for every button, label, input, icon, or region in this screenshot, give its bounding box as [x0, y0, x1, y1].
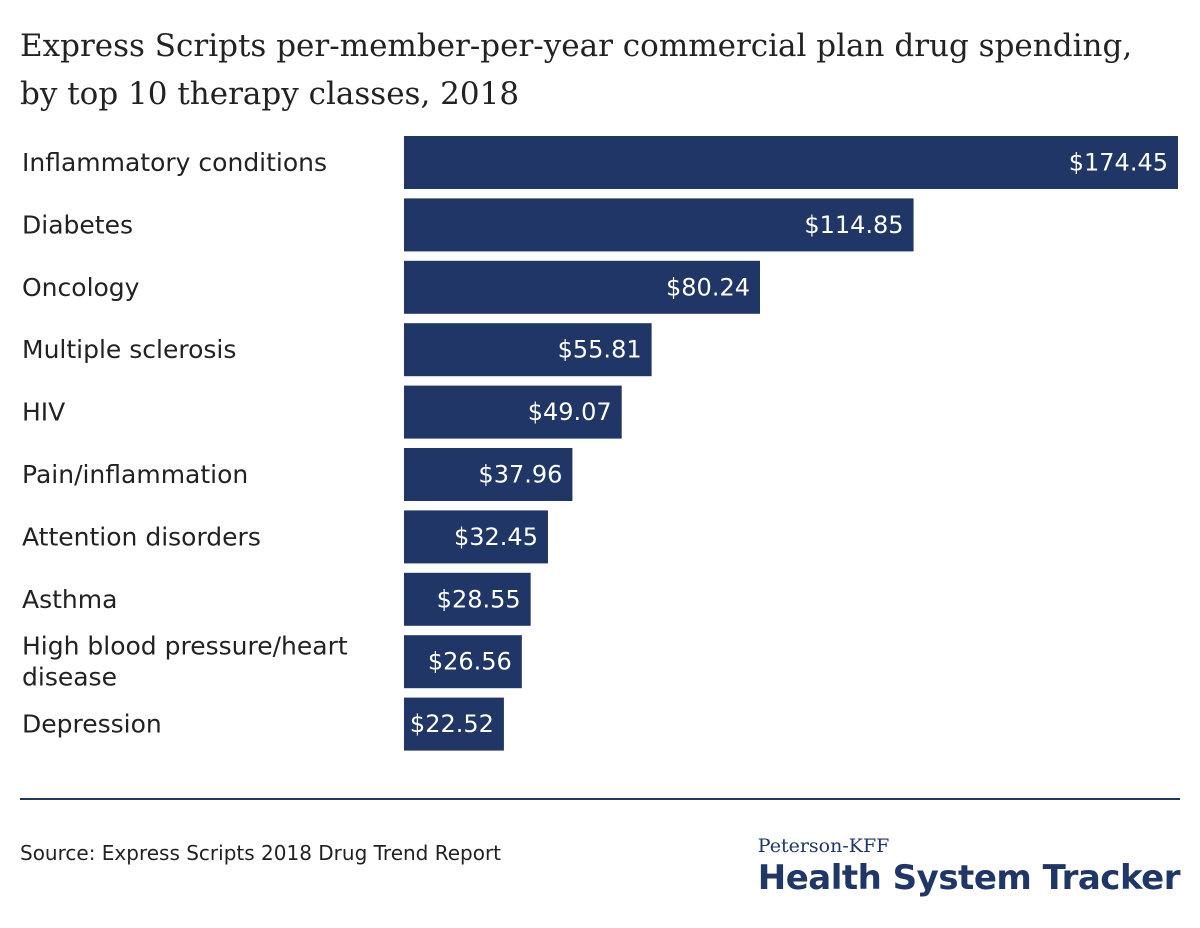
bar	[404, 323, 652, 377]
category-label: Multiple sclerosis	[22, 335, 236, 364]
bar-value-label: $55.81	[558, 336, 642, 364]
bar-value-label: $37.96	[478, 461, 562, 489]
bar-value-label: $49.07	[528, 398, 612, 426]
category-label: Attention disorders	[22, 522, 261, 551]
bar	[404, 136, 1178, 189]
brand-line-2: Health System Tracker	[757, 858, 1181, 898]
bar-value-label: $28.55	[437, 585, 521, 613]
brand-logo: Peterson-KFF Health System Tracker	[757, 834, 1181, 898]
category-label: Oncology	[22, 273, 140, 302]
category-label: Asthma	[22, 585, 117, 614]
category-label: Depression	[22, 710, 162, 739]
bar	[404, 260, 761, 314]
category-label: Inflammatory conditions	[22, 148, 327, 177]
bar	[404, 448, 573, 501]
category-label: Pain/inflammation	[22, 460, 248, 489]
bar	[404, 572, 531, 626]
bar	[404, 635, 522, 689]
bar	[404, 697, 504, 751]
category-label: High blood pressure/heart disease	[22, 632, 348, 692]
bar	[404, 510, 548, 564]
bar-value-label: $32.45	[454, 523, 538, 551]
category-label: HIV	[22, 398, 65, 427]
footer-divider	[20, 798, 1180, 800]
bar	[404, 385, 622, 439]
category-label: Diabetes	[22, 210, 133, 239]
bar-value-label: $174.45	[1069, 149, 1168, 177]
bar-value-label: $26.56	[428, 648, 512, 676]
chart-title: Express Scripts per-member-per-year comm…	[20, 28, 1133, 112]
source-note: Source: Express Scripts 2018 Drug Trend …	[20, 841, 502, 865]
brand-line-1: Peterson-KFF	[757, 835, 890, 857]
bar-chart: $174.45 Inflammatory conditions $114.85 Dia…	[22, 136, 1178, 751]
bar	[404, 198, 914, 252]
bar-value-label: $22.52	[410, 710, 494, 738]
bar-value-label: $80.24	[666, 273, 750, 301]
bar-value-label: $114.85	[804, 211, 903, 239]
